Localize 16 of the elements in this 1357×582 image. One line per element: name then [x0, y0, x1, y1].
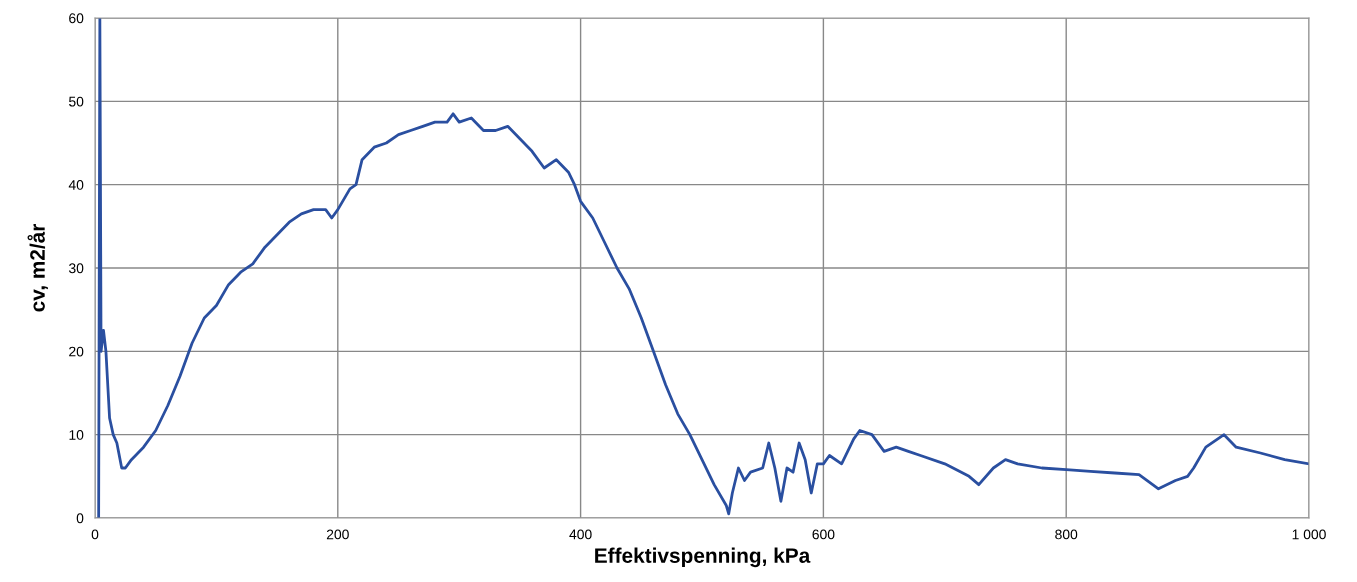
x-tick-label: 0 — [91, 529, 99, 540]
y-tick-label: 60 — [69, 13, 84, 24]
line-series — [97, 18, 1309, 518]
y-tick-label: 50 — [69, 96, 84, 107]
x-tick-label: 200 — [326, 529, 349, 540]
x-axis-title: Effektivspenning, kPa — [595, 547, 811, 568]
x-tick-label: 800 — [1055, 529, 1078, 540]
y-tick-label: 30 — [68, 263, 84, 274]
y-tick-label: 0 — [76, 513, 84, 524]
y-axis-title: cv, m2/år — [27, 223, 48, 312]
y-tick-label: 10 — [69, 430, 84, 440]
x-tick-label: 1 000 — [1292, 529, 1326, 540]
y-tick-label: 20 — [69, 346, 84, 357]
x-tick-label: 400 — [569, 529, 592, 540]
x-tick-label: 600 — [812, 529, 835, 540]
y-tick-label: 40 — [68, 180, 84, 190]
